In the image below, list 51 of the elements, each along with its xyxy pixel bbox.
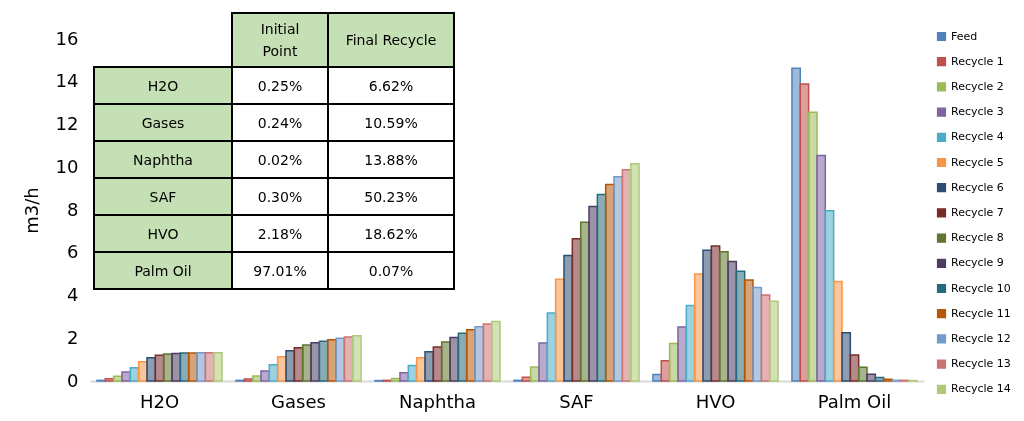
- legend-label: Feed: [951, 29, 978, 43]
- legend-label: Recycle 9: [951, 256, 1004, 270]
- legend-label: Recycle 11: [951, 306, 1011, 320]
- y-tick-label: 8: [67, 198, 79, 220]
- text: 2.18%: [257, 225, 303, 242]
- y-tick-label: 4: [67, 284, 79, 305]
- text: 50.23%: [364, 188, 418, 205]
- x-tick-label: Gases: [271, 390, 326, 412]
- legend-label: Recycle 3: [951, 105, 1004, 119]
- category-label: Initial Point: [232, 13, 328, 67]
- y-tick-label: 12: [55, 113, 79, 134]
- legend-label: Recycle 13: [951, 357, 1011, 371]
- category-label: HVO: [147, 225, 179, 242]
- y-tick-label: 0: [67, 369, 79, 391]
- legend-label: Recycle 5: [951, 155, 1004, 169]
- legend-label: Recycle 8: [951, 231, 1004, 245]
- y-axis-title: m3/h: [20, 187, 42, 234]
- x-tick-label: SAF: [559, 390, 594, 412]
- legend-label: Recycle 1: [951, 54, 1004, 68]
- y-tick-label: 10: [55, 155, 79, 177]
- text: 18.62%: [364, 225, 418, 242]
- x-tick-label: H2O: [139, 390, 180, 412]
- text: 0.07%: [368, 262, 414, 279]
- text: 0.25%: [257, 77, 303, 94]
- category-label: Final Recycle: [328, 13, 454, 67]
- x-tick-label: Palm Oil: [817, 390, 892, 412]
- text: 10.59%: [364, 114, 418, 131]
- legend-label: Recycle 12: [951, 331, 1011, 345]
- y-tick-label: 2: [67, 326, 79, 348]
- y-tick-label: 14: [55, 70, 79, 92]
- legend-label: Recycle 4: [951, 130, 1004, 144]
- legend-label: Recycle 2: [951, 79, 1004, 93]
- text: 6.62%: [368, 77, 414, 94]
- legend-label: Recycle 14: [951, 382, 1011, 396]
- text: 0.24%: [257, 114, 303, 131]
- y-tick-label: 6: [67, 241, 79, 263]
- category-label: Gases: [141, 114, 185, 131]
- category-label: Palm Oil: [134, 262, 192, 279]
- y-tick-label: 16: [55, 27, 79, 49]
- text: 0.02%: [257, 151, 303, 168]
- text: 13.88%: [364, 151, 418, 168]
- x-tick-label: Naphtha: [399, 390, 476, 412]
- legend-label: Recycle 7: [951, 205, 1004, 219]
- category-label: SAF: [149, 188, 177, 205]
- text: 97.01%: [253, 262, 307, 279]
- text: 0.30%: [257, 188, 303, 205]
- x-tick-label: HVO: [695, 390, 736, 412]
- legend-label: Recycle 10: [951, 281, 1011, 295]
- category-label: H2O: [147, 77, 179, 94]
- category-label: Naphtha: [133, 151, 193, 168]
- legend-label: Recycle 6: [951, 180, 1004, 194]
